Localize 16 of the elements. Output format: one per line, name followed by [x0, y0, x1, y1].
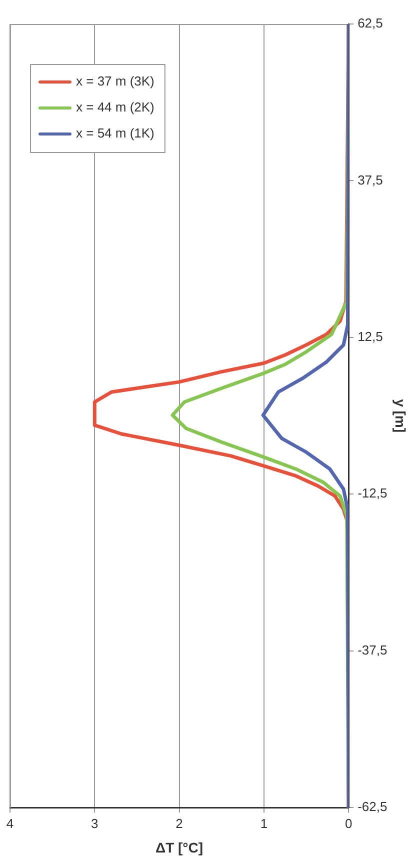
y-tick-label: 12,5 — [358, 329, 383, 344]
x-tick-label: 3 — [91, 816, 98, 831]
y-tick-label: -12,5 — [358, 486, 388, 501]
x-tick-label: 1 — [260, 816, 268, 831]
y-axis-title: y [m] — [392, 399, 409, 433]
x-axis-title: ΔT [°C] — [156, 839, 204, 856]
x-tick-label: 0 — [344, 816, 352, 831]
y-tick-label: -62,5 — [358, 799, 388, 814]
x-tick-label: 4 — [6, 816, 14, 831]
legend-label: x = 37 m (3K) — [76, 74, 154, 89]
x-tick-label: 2 — [176, 816, 183, 831]
legend-label: x = 54 m (1K) — [76, 126, 154, 141]
legend-label: x = 44 m (2K) — [76, 100, 154, 115]
y-tick-label: -37,5 — [358, 642, 388, 658]
y-tick-label: 37,5 — [358, 172, 383, 188]
y-tick-label: 62,5 — [358, 16, 383, 31]
